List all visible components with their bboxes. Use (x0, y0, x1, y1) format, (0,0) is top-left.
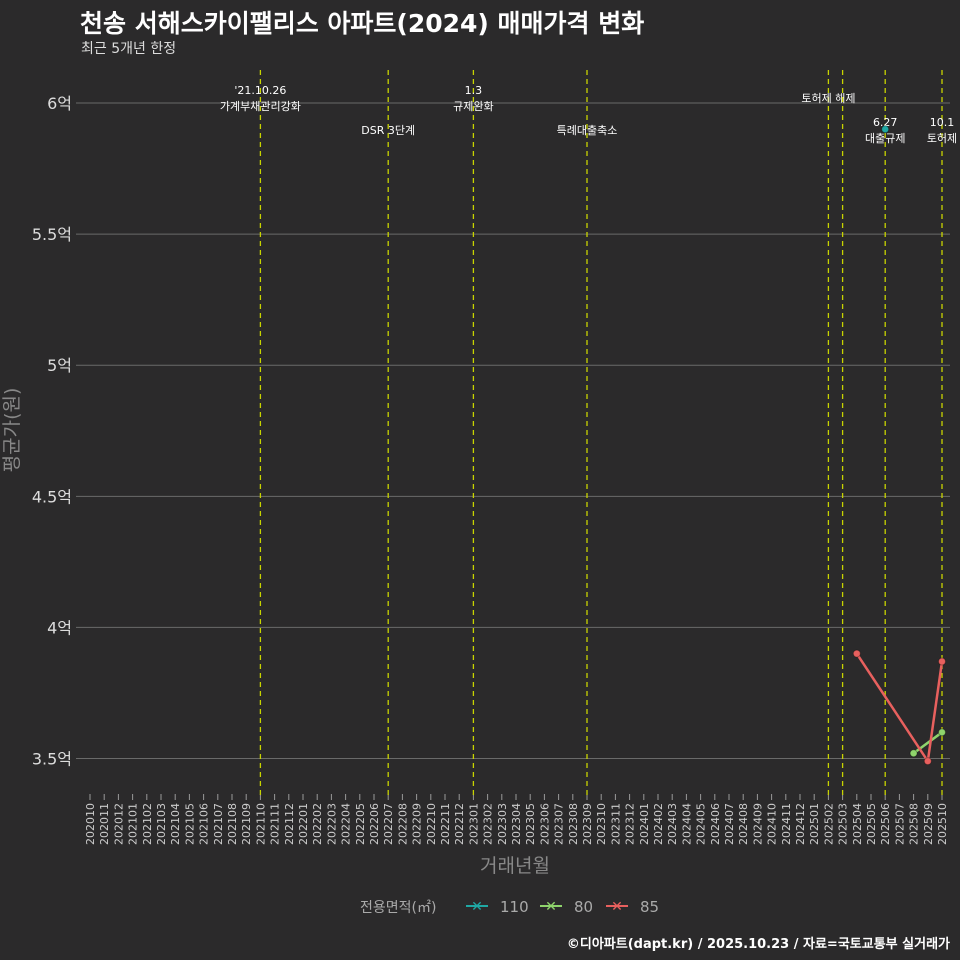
legend-key-marker-85: ✕ (611, 899, 623, 915)
y-tick-label: 4.5억 (32, 487, 72, 506)
x-tick-label: 202103 (155, 803, 168, 845)
x-tick-label: 202405 (695, 803, 708, 845)
x-tick-label: 202408 (737, 803, 750, 845)
y-tick-label: 4억 (47, 618, 72, 637)
x-tick-label: 202102 (141, 803, 154, 845)
x-tick-label: 202510 (936, 803, 949, 845)
x-tick-label: 202406 (709, 803, 722, 845)
x-tick-label: 202201 (297, 803, 310, 845)
data-point-110 (881, 125, 890, 134)
legend-label-85: 85 (640, 898, 659, 916)
x-tick-label: 202208 (396, 803, 409, 845)
x-tick-label: 202301 (467, 803, 480, 845)
data-point-85 (923, 757, 932, 766)
x-tick-label: 202411 (780, 803, 793, 845)
x-tick-label: 202309 (581, 803, 594, 845)
x-tick-label: 202304 (510, 803, 523, 845)
x-tick-label: 202204 (340, 803, 353, 845)
event-annotation: 특례대출축소 (557, 124, 618, 137)
event-annotation: 규제완화 (453, 100, 493, 113)
x-tick-label: 202506 (879, 803, 892, 845)
x-tick-label: 202504 (851, 803, 864, 845)
x-tick-label: 202210 (425, 803, 438, 845)
chart-title: 천송 서해스카이팰리스 아파트(2024) 매매가격 변화 (80, 9, 645, 38)
legend-label-80: 80 (574, 898, 593, 916)
x-tick-label: 202311 (609, 803, 622, 845)
x-tick-label: 202412 (794, 803, 807, 845)
source-caption: ©디아파트(dapt.kr) / 2025.10.23 / 자료=국토교통부 실… (566, 937, 950, 952)
x-tick-label: 202302 (482, 803, 495, 845)
x-tick-label: 202203 (325, 803, 338, 845)
x-tick-label: 202407 (723, 803, 736, 845)
x-tick-label: 202409 (751, 803, 764, 845)
data-point-85 (938, 657, 946, 666)
x-tick-label: 202101 (127, 803, 140, 845)
x-tick-label: 202509 (922, 803, 935, 845)
x-tick-label: 202310 (595, 803, 608, 845)
x-tick-label: 202011 (98, 803, 111, 845)
legend-key-marker-80: ✕ (545, 899, 557, 915)
event-annotation: 토허제 해제 (801, 91, 855, 105)
x-tick-label: 202403 (666, 803, 679, 845)
x-tick-label: 202308 (567, 803, 580, 845)
data-point-80 (909, 749, 918, 758)
x-tick-label: 202402 (652, 803, 665, 845)
x-tick-label: 202503 (837, 803, 850, 845)
x-tick-label: 202505 (865, 803, 878, 845)
event-annotation: 1.3 (465, 84, 483, 97)
x-tick-label: 202107 (212, 803, 225, 845)
legend-label-110: 110 (500, 898, 529, 916)
x-tick-label: 202507 (893, 803, 906, 845)
x-tick-label: 202212 (453, 803, 466, 845)
x-tick-label: 202112 (283, 803, 296, 845)
event-annotation: 토허제 (927, 132, 957, 145)
x-tick-label: 202106 (198, 803, 211, 845)
x-axis-title: 거래년월 (480, 855, 550, 877)
x-tick-label: 202104 (169, 803, 182, 845)
x-tick-label: 202303 (496, 803, 509, 845)
legend-title: 전용면적(㎡) (360, 900, 436, 916)
y-tick-label: 6억 (47, 94, 72, 113)
event-annotation: 6.27 (873, 116, 898, 129)
data-point-80 (938, 728, 946, 737)
event-annotation: '21.10.26 (234, 84, 286, 97)
x-tick-label: 202508 (908, 803, 921, 845)
x-tick-label: 202404 (680, 803, 693, 845)
x-tick-label: 202502 (822, 803, 835, 845)
x-tick-label: 202202 (311, 803, 324, 845)
x-tick-label: 202105 (183, 803, 196, 845)
x-tick-label: 202211 (439, 803, 452, 845)
x-tick-label: 202207 (382, 803, 395, 845)
x-tick-label: 202111 (269, 803, 282, 845)
chart-subtitle: 최근 5개년 한정 (81, 41, 177, 57)
legend-key-marker-110: ✕ (471, 899, 483, 915)
event-annotation: 대출규제 (865, 132, 905, 145)
x-tick-label: 202305 (524, 803, 537, 845)
x-tick-label: 202205 (354, 803, 367, 845)
y-axis-title: 평균가(원) (1, 388, 23, 473)
y-tick-label: 5억 (47, 356, 72, 375)
x-tick-label: 202206 (368, 803, 381, 845)
x-tick-label: 202109 (240, 803, 253, 845)
x-tick-label: 202410 (766, 803, 779, 845)
x-tick-label: 202108 (226, 803, 239, 845)
x-tick-label: 202306 (538, 803, 551, 845)
x-tick-label: 202401 (638, 803, 651, 845)
x-tick-label: 202010 (84, 803, 97, 845)
x-tick-label: 202110 (254, 803, 267, 845)
y-tick-label: 5.5억 (32, 225, 72, 244)
x-tick-label: 202012 (112, 803, 125, 845)
series-line-85 (855, 652, 944, 765)
series-line-80 (912, 731, 943, 755)
x-tick-label: 202209 (411, 803, 424, 845)
x-tick-label: 202312 (624, 803, 637, 845)
event-annotation: 10.1 (930, 116, 955, 129)
x-tick-label: 202501 (808, 803, 821, 845)
data-point-85 (852, 649, 861, 658)
y-tick-label: 3.5억 (32, 750, 72, 769)
event-annotation: 가계부채관리강화 (220, 100, 301, 113)
x-tick-label: 202307 (553, 803, 566, 845)
event-annotation: DSR 3단계 (361, 124, 415, 137)
